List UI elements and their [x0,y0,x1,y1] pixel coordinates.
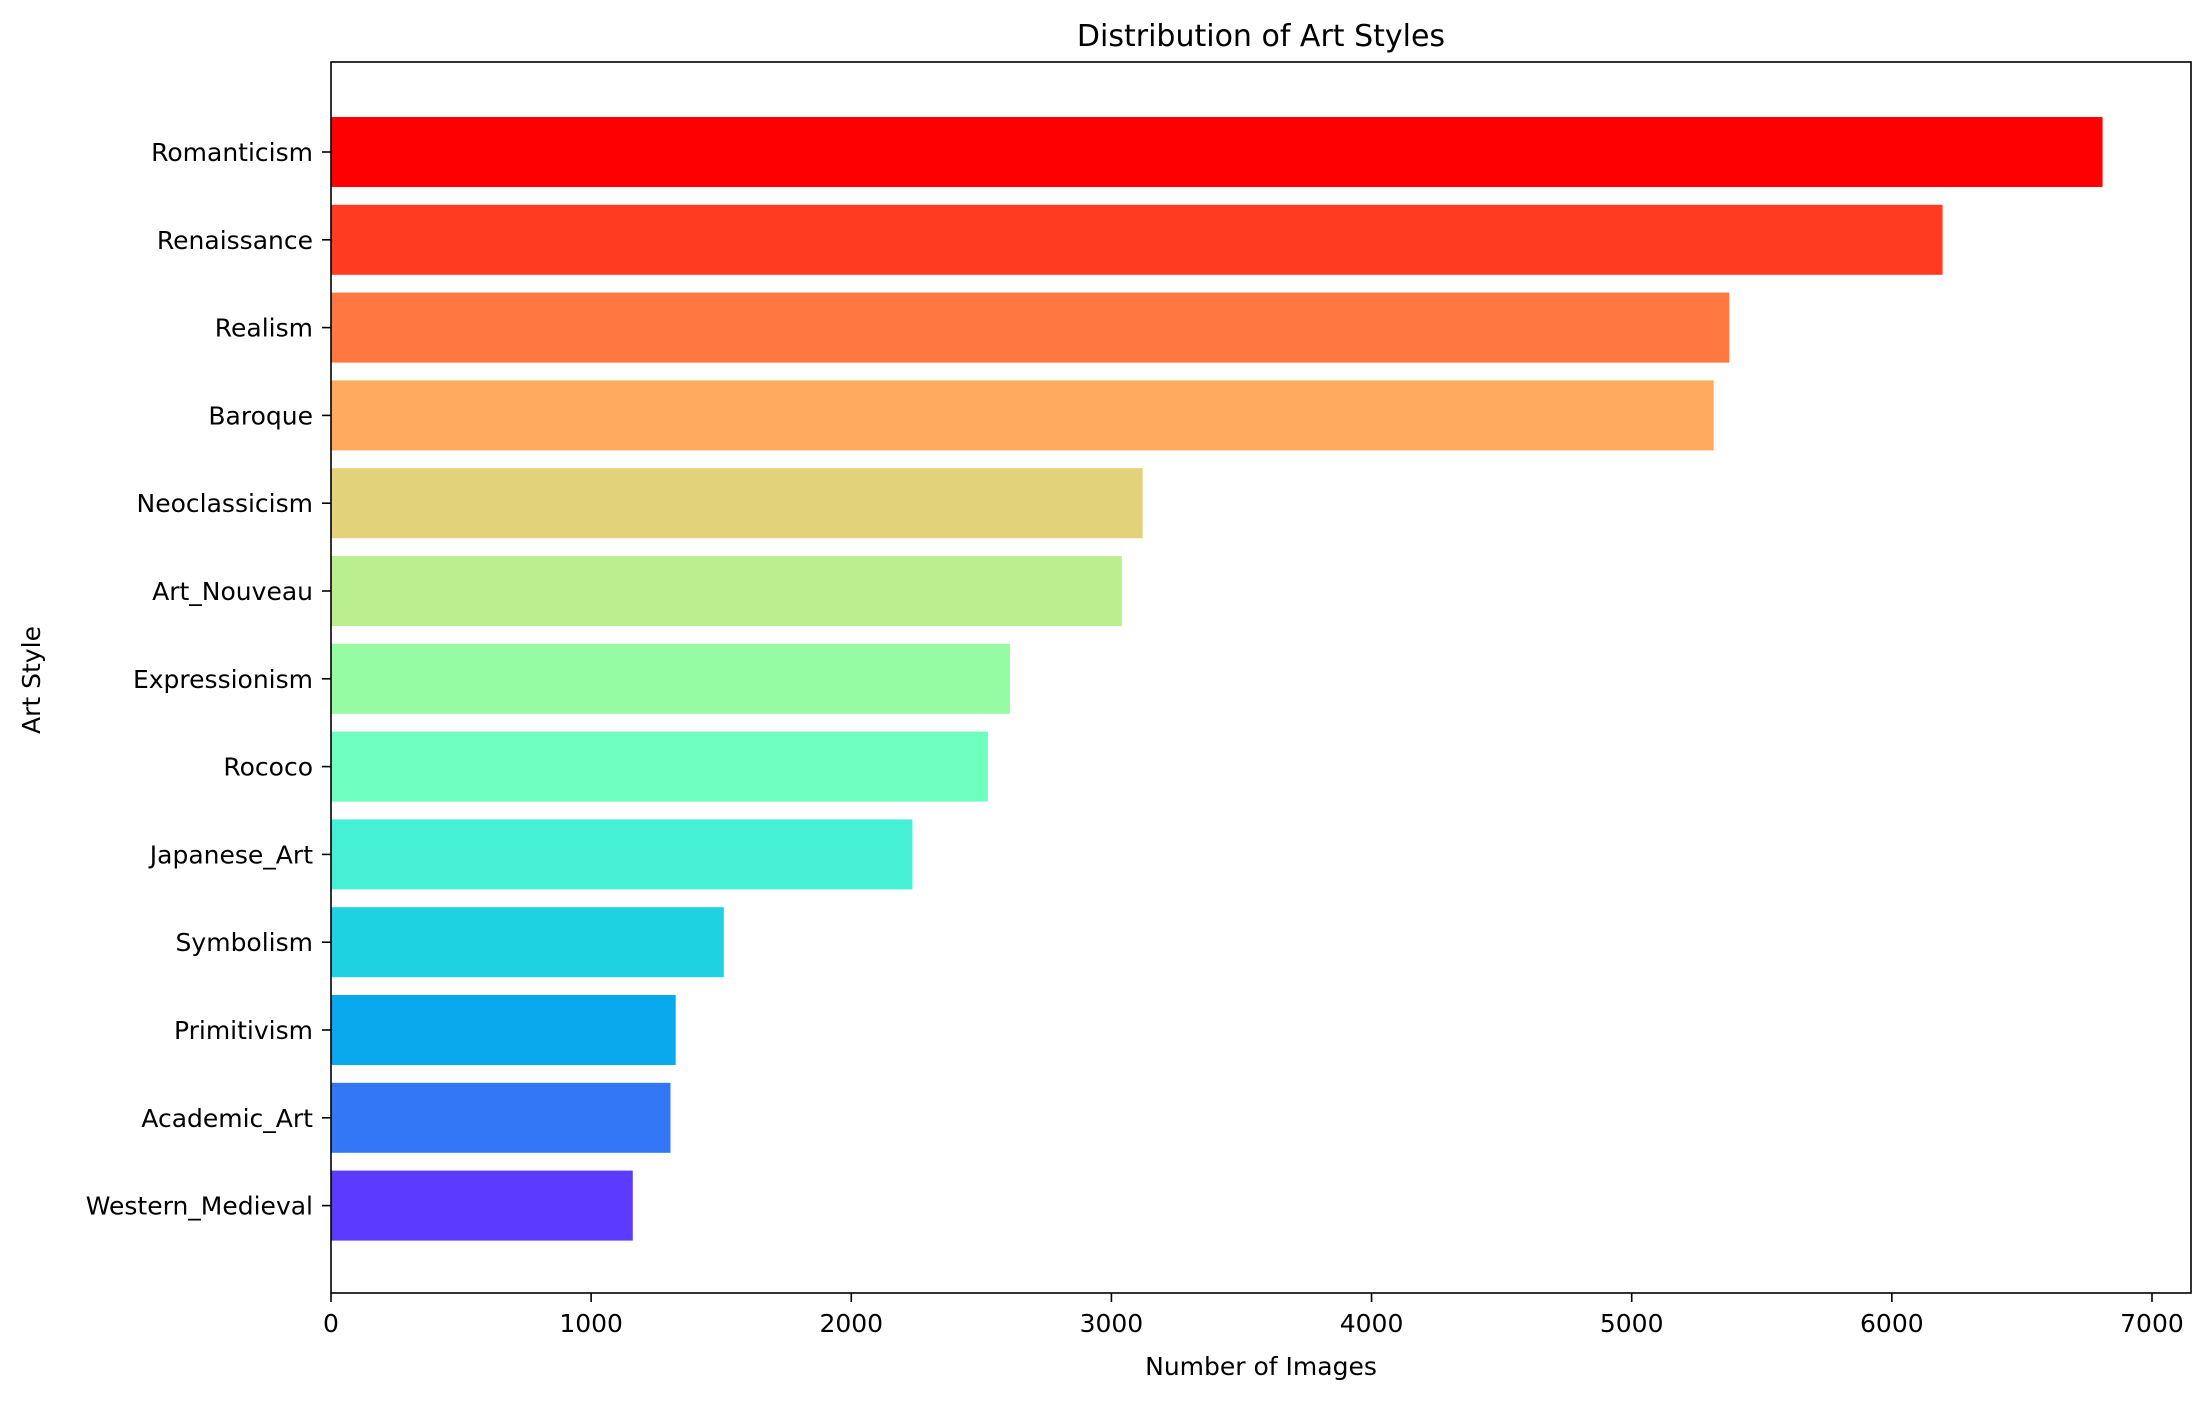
y-tick-label: Symbolism [176,928,313,957]
bar-western-medieval [331,1170,633,1241]
bar-japanese-art [331,819,913,890]
y-tick-label: Primitivism [174,1016,313,1045]
bar-romanticism [331,117,2103,187]
x-tick-label: 6000 [1860,1309,1924,1338]
bars-layer [331,117,2103,1241]
x-axis: 0 1000 2000 3000 4000 5000 6000 7000 [323,1293,2184,1338]
y-axis: Romanticism Renaissance Realism Baroque Neoc… [86,138,331,1221]
x-tick-label: 3000 [1080,1309,1144,1338]
y-tick-label: Rococo [223,753,313,782]
bar-baroque [331,380,1714,451]
bar-rococo [331,731,988,802]
bar-primitivism [331,995,676,1065]
y-tick-label: Western_Medieval [86,1192,313,1221]
bar-symbolism [331,907,724,978]
y-tick-label: Expressionism [133,665,313,694]
y-tick-label: Art_Nouveau [152,577,313,606]
y-tick-label: Baroque [208,401,313,430]
bar-neoclassicism [331,468,1143,539]
bar-renaissance [331,204,1943,275]
x-axis-label: Number of Images [1145,1352,1377,1381]
plot-frame [330,61,2192,1294]
x-tick-label: 4000 [1340,1309,1404,1338]
y-tick-label: Romanticism [151,138,313,167]
x-tick-label: 1000 [559,1309,623,1338]
y-tick-label: Academic_Art [141,1104,313,1133]
x-tick-label: 5000 [1600,1309,1664,1338]
bar-realism [331,292,1730,363]
bar-academic-art [331,1082,671,1153]
x-tick-label: 0 [323,1309,339,1338]
chart-title: Distribution of Art Styles [1077,19,1445,54]
y-tick-label: Renaissance [157,226,313,255]
bar-expressionism [331,643,1010,714]
y-tick-label: Neoclassicism [137,489,313,518]
bar-art-nouveau [331,556,1122,626]
x-tick-label: 7000 [2120,1309,2184,1338]
y-tick-label: Japanese_Art [148,840,313,869]
y-tick-label: Realism [215,314,313,343]
x-tick-label: 2000 [819,1309,883,1338]
y-axis-label: Art Style [17,626,46,734]
